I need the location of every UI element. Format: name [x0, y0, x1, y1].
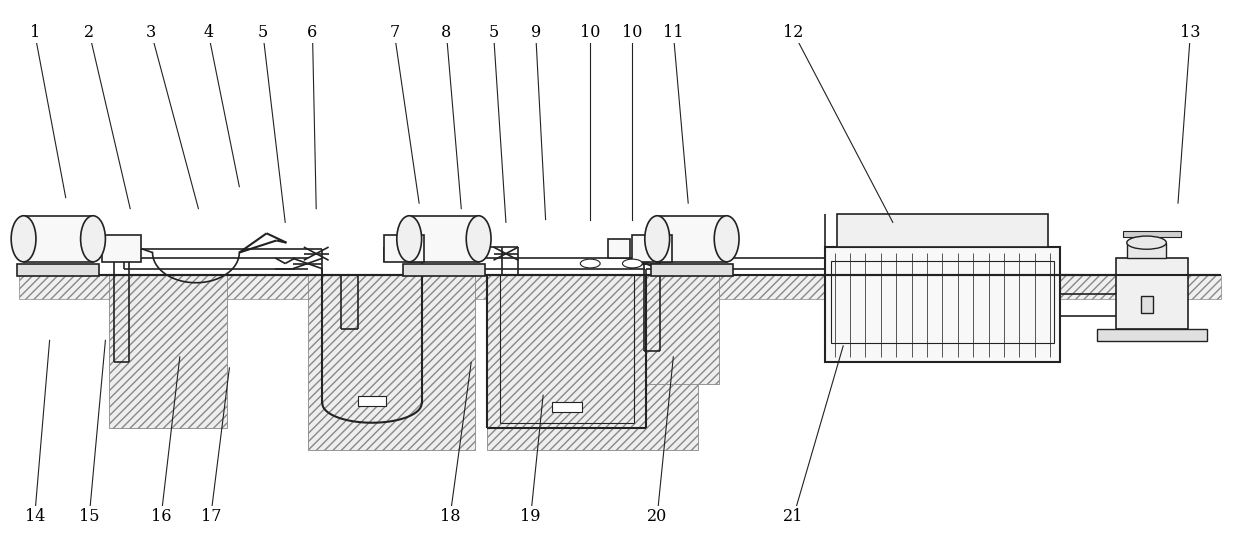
Ellipse shape: [81, 216, 105, 262]
Text: 6: 6: [308, 25, 317, 41]
Ellipse shape: [397, 216, 422, 262]
Text: 1: 1: [30, 25, 40, 41]
Bar: [837, 214, 1048, 247]
Ellipse shape: [714, 216, 739, 262]
Text: 5: 5: [489, 25, 498, 41]
Text: 13: 13: [1180, 25, 1200, 41]
Bar: [608, 239, 630, 258]
Ellipse shape: [645, 216, 670, 262]
Bar: [358, 396, 386, 406]
Bar: [19, 274, 1221, 299]
Bar: [17, 264, 99, 276]
Bar: [831, 261, 1054, 343]
Bar: [384, 235, 424, 262]
Text: 5: 5: [258, 25, 268, 41]
Text: 11: 11: [663, 25, 683, 41]
Bar: [1116, 258, 1188, 329]
Ellipse shape: [466, 216, 491, 262]
Bar: [487, 274, 698, 450]
Text: 20: 20: [647, 508, 667, 524]
Text: 3: 3: [146, 25, 156, 41]
Text: 8: 8: [441, 25, 451, 41]
Circle shape: [580, 259, 600, 268]
Bar: [1097, 329, 1207, 341]
Bar: [825, 247, 1060, 362]
Bar: [403, 264, 485, 276]
Bar: [657, 216, 727, 262]
Text: 16: 16: [151, 508, 171, 524]
Bar: [109, 274, 227, 428]
Bar: [651, 264, 733, 276]
Bar: [1141, 296, 1153, 313]
Circle shape: [622, 259, 642, 268]
Text: 7: 7: [389, 25, 399, 41]
Text: 17: 17: [201, 508, 221, 524]
Ellipse shape: [11, 216, 36, 262]
Bar: [632, 235, 672, 262]
Bar: [645, 274, 719, 384]
Bar: [24, 216, 93, 262]
Text: 12: 12: [784, 25, 804, 41]
Text: 10: 10: [580, 25, 600, 41]
Bar: [1123, 231, 1180, 237]
Text: 4: 4: [203, 25, 213, 41]
Bar: [552, 402, 582, 412]
Text: 15: 15: [79, 508, 99, 524]
Bar: [102, 235, 141, 262]
Text: 10: 10: [622, 25, 642, 41]
Text: 2: 2: [84, 25, 94, 41]
Text: 19: 19: [521, 508, 541, 524]
Ellipse shape: [1127, 236, 1167, 249]
Text: 21: 21: [784, 508, 804, 524]
Text: 9: 9: [531, 25, 541, 41]
Bar: [308, 274, 475, 450]
Text: 18: 18: [440, 508, 460, 524]
Bar: [409, 216, 479, 262]
Text: 14: 14: [25, 508, 45, 524]
Bar: [1127, 243, 1167, 258]
